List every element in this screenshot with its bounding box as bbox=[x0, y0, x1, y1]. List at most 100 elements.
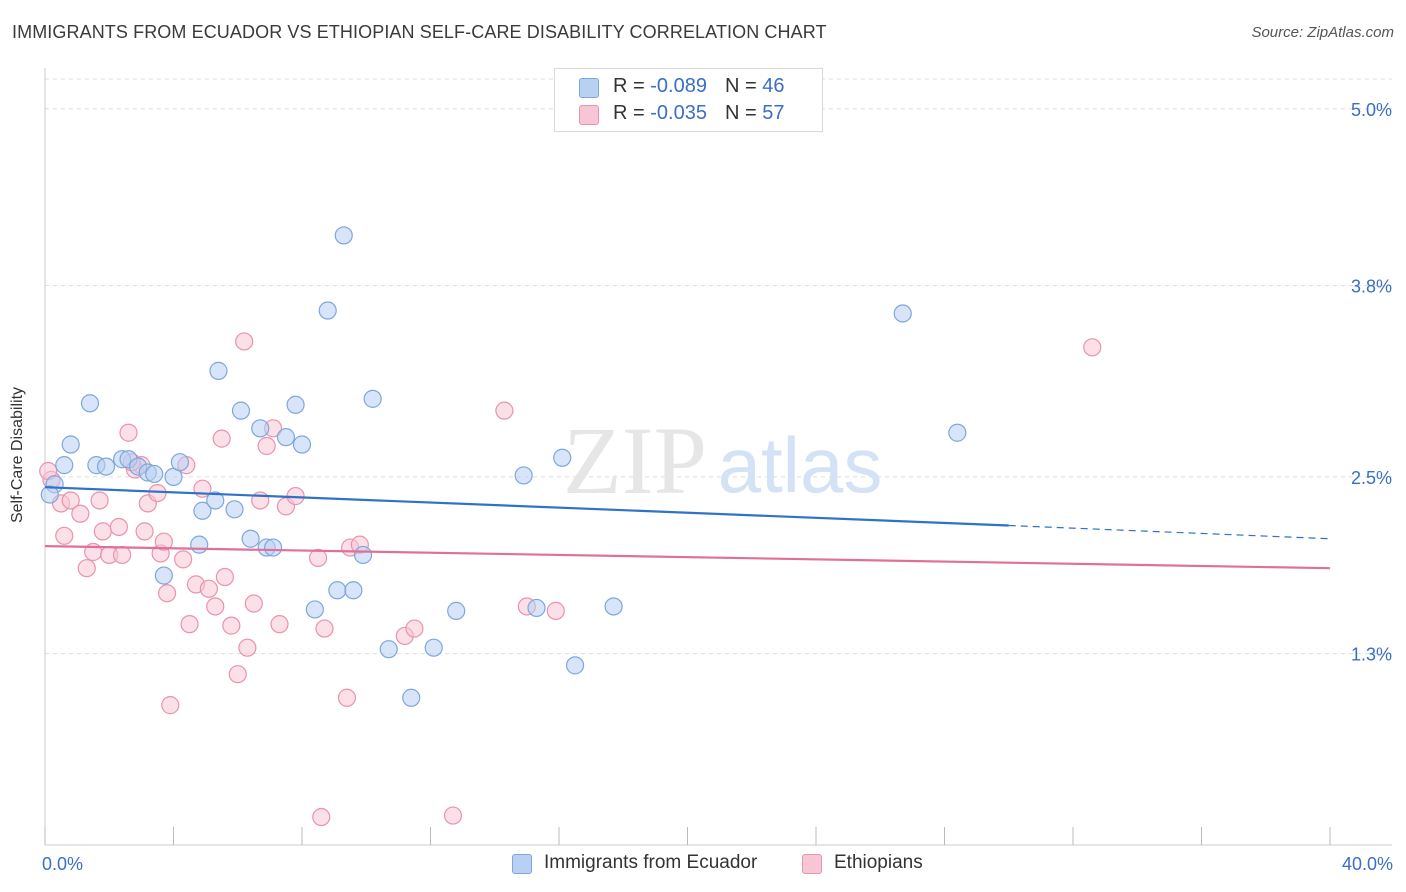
data-point bbox=[40, 485, 59, 504]
data-point bbox=[154, 532, 173, 551]
data-point bbox=[443, 806, 463, 825]
data-point bbox=[93, 522, 112, 541]
data-point bbox=[286, 395, 305, 414]
data-point bbox=[315, 619, 334, 638]
data-point bbox=[199, 579, 218, 598]
x-tick-label: 0.0% bbox=[42, 854, 83, 874]
data-point bbox=[55, 456, 74, 475]
data-point bbox=[270, 615, 289, 634]
data-point bbox=[61, 491, 80, 510]
data-point bbox=[276, 428, 296, 447]
data-point bbox=[61, 435, 80, 454]
y-tick-label: 5.0% bbox=[1351, 100, 1392, 120]
legend-swatch-pink bbox=[579, 105, 599, 125]
grid bbox=[45, 78, 1392, 655]
data-point bbox=[90, 491, 109, 510]
data-point bbox=[328, 581, 347, 600]
data-point bbox=[235, 332, 254, 351]
data-point bbox=[379, 640, 398, 659]
data-point bbox=[170, 453, 190, 472]
data-point bbox=[305, 600, 324, 619]
data-point bbox=[546, 601, 565, 620]
legend-r-value: -0.089 bbox=[650, 75, 707, 97]
legend-n-label: N = bbox=[724, 102, 763, 124]
data-point bbox=[405, 619, 424, 638]
data-point bbox=[604, 597, 623, 616]
y-axis-label: Self-Care Disability bbox=[9, 386, 26, 524]
data-point bbox=[157, 584, 177, 603]
legend-r-label: R = bbox=[613, 75, 651, 97]
correlation-legend: R = -0.089 N = 46 R = -0.035 N = 57 bbox=[554, 68, 823, 132]
data-point bbox=[241, 529, 260, 548]
data-point bbox=[312, 807, 331, 827]
data-point bbox=[334, 226, 353, 245]
data-point bbox=[225, 500, 244, 519]
legend-swatch-pink bbox=[802, 854, 822, 874]
series-immigrants-from-ecuador bbox=[40, 226, 967, 707]
data-point bbox=[112, 545, 132, 565]
data-point bbox=[1083, 338, 1102, 357]
trend-line-ethiopians bbox=[44, 545, 1331, 570]
data-point bbox=[251, 419, 270, 438]
data-point bbox=[148, 484, 167, 503]
data-point bbox=[344, 581, 363, 600]
data-point bbox=[109, 517, 128, 537]
data-point bbox=[363, 389, 382, 408]
trend-line-ecuador bbox=[44, 486, 1009, 527]
data-point bbox=[292, 435, 312, 454]
data-point bbox=[514, 466, 533, 485]
data-point bbox=[190, 535, 209, 554]
y-tick-label: 3.8% bbox=[1351, 276, 1392, 296]
legend-r-value: -0.035 bbox=[650, 102, 707, 124]
data-point bbox=[402, 688, 421, 707]
legend-r-label: R = bbox=[613, 102, 651, 124]
legend-swatch-blue bbox=[579, 78, 599, 98]
legend-n-label: N = bbox=[724, 75, 763, 97]
chart-title: IMMIGRANTS FROM ECUADOR VS ETHIOPIAN SEL… bbox=[12, 22, 827, 42]
tick-labels: 1.3% 2.5% 3.8% 5.0% 0.0% 40.0% bbox=[42, 100, 1393, 874]
data-point bbox=[424, 638, 443, 657]
data-point bbox=[222, 616, 241, 635]
data-point bbox=[135, 522, 154, 541]
data-point bbox=[337, 688, 357, 707]
data-point bbox=[145, 464, 164, 484]
data-point bbox=[318, 301, 337, 320]
legend-label: Immigrants from Ecuador bbox=[544, 852, 758, 873]
y-tick-label: 1.3% bbox=[1351, 645, 1392, 665]
data-point bbox=[174, 550, 193, 569]
watermark-atlas: atlas bbox=[718, 421, 883, 509]
data-point bbox=[119, 423, 138, 442]
watermark-zip: ZIP bbox=[563, 407, 707, 514]
legend-n-value: 46 bbox=[762, 75, 785, 97]
data-point bbox=[209, 361, 228, 380]
data-point bbox=[212, 429, 231, 448]
axes bbox=[44, 68, 1392, 846]
y-tick-label: 2.5% bbox=[1351, 468, 1392, 488]
data-point bbox=[180, 615, 199, 634]
data-point bbox=[228, 665, 247, 684]
data-point bbox=[77, 559, 96, 578]
data-point bbox=[263, 538, 283, 557]
source-label: Source: ZipAtlas.com bbox=[1251, 24, 1394, 41]
data-point bbox=[244, 594, 263, 613]
data-point bbox=[948, 423, 967, 442]
data-point bbox=[206, 491, 225, 510]
trend-lines bbox=[44, 486, 1331, 570]
data-point bbox=[55, 526, 74, 545]
data-point bbox=[565, 656, 585, 675]
data-point bbox=[553, 448, 572, 467]
data-point bbox=[238, 638, 257, 657]
trend-line-ecuador-extension bbox=[1008, 524, 1331, 540]
data-point bbox=[154, 566, 173, 585]
data-point bbox=[193, 501, 212, 520]
data-point bbox=[308, 548, 328, 567]
legend-label: Ethiopians bbox=[834, 852, 923, 873]
data-point bbox=[161, 696, 180, 715]
data-point bbox=[215, 567, 234, 587]
data-point bbox=[71, 504, 90, 523]
data-point bbox=[893, 304, 912, 323]
data-point bbox=[257, 436, 276, 456]
data-point bbox=[353, 545, 373, 565]
data-point bbox=[231, 401, 251, 420]
